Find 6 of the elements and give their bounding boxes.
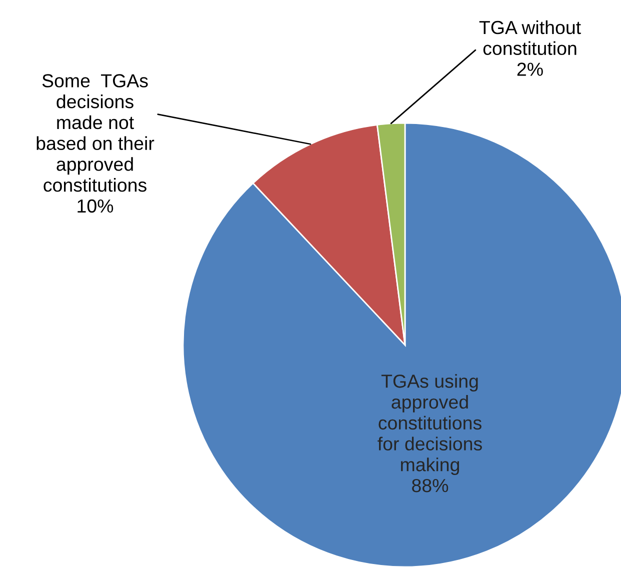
slice-label: TGA without constitution	[479, 20, 581, 56]
slice-label: TGAs using approved constitutions for decisions making	[378, 374, 482, 476]
slice-label: Some TGAs decisions made not based on their approved constitutions	[36, 74, 154, 192]
data-label: 10%	[78, 199, 114, 213]
data-label: 2%	[517, 62, 543, 76]
data-label: 88%	[412, 478, 448, 492]
